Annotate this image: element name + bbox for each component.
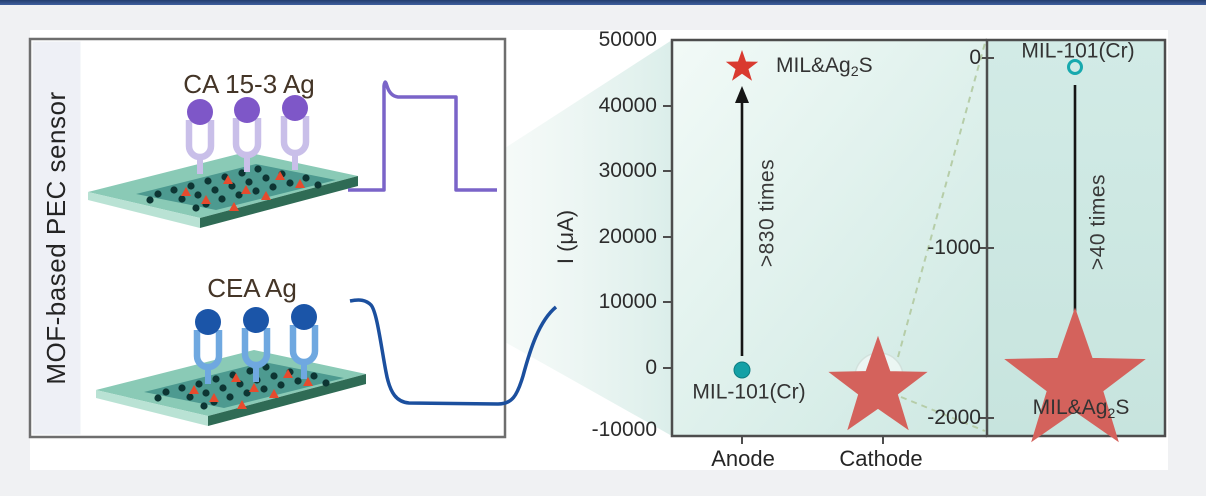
- main-chart-xticks: [741, 436, 884, 444]
- anode-mil101-label: MIL-101(Cr): [692, 380, 806, 404]
- ytick-50000: 50000: [598, 28, 657, 51]
- anode-mil101-circle-marker: [733, 361, 751, 379]
- ytick-0: 0: [645, 356, 657, 379]
- zoom-connector-lines: [897, 42, 986, 432]
- zoom-arrowhead-icon: [1068, 336, 1082, 352]
- ytick-20000: 20000: [598, 225, 657, 248]
- zoom-ytick-n2000: -2000: [927, 406, 981, 429]
- top-accent-bar: [0, 0, 1206, 5]
- cathodic-photocurrent-signal: [349, 298, 558, 406]
- cea-label: CEA Ag: [207, 273, 297, 303]
- ytick-n10000: -10000: [591, 418, 657, 441]
- annotation-830-times: >830 times: [755, 158, 779, 268]
- main-chart-yticks: [663, 105, 672, 369]
- annotation-40-times: >40 times: [1086, 173, 1110, 271]
- sidebar-title: MOF-based PEC sensor: [41, 91, 71, 385]
- anode-milag2s-label: MIL&Ag2S: [776, 53, 873, 80]
- zoom-milag2s-label: MIL&Ag2S: [1032, 395, 1130, 422]
- ytick-40000: 40000: [598, 94, 657, 117]
- ca153-label: CA 15-3 Ag: [183, 69, 315, 99]
- zoom-mil101-label: MIL-101(Cr): [1021, 39, 1135, 63]
- anodic-photocurrent-signal: [348, 80, 497, 192]
- anode-arrowhead-icon: [735, 86, 749, 103]
- cathode-milag2s-star-marker: [867, 376, 890, 398]
- main-chart-background: [672, 40, 987, 436]
- xlabel-anode: Anode: [711, 446, 775, 471]
- zoom-ytick-0: 0: [969, 46, 981, 69]
- zoom-cone: [505, 40, 672, 436]
- zoom-milag2s-star-marker: [1060, 366, 1090, 395]
- xlabel-cathode: Cathode: [839, 446, 923, 471]
- ytick-10000: 10000: [598, 290, 657, 313]
- zoom-ytick-n1000: -1000: [927, 236, 981, 259]
- ytick-30000: 30000: [598, 159, 657, 182]
- zoom-mil101-circle-marker: [1067, 59, 1083, 75]
- sidebar-strip: [32, 41, 81, 435]
